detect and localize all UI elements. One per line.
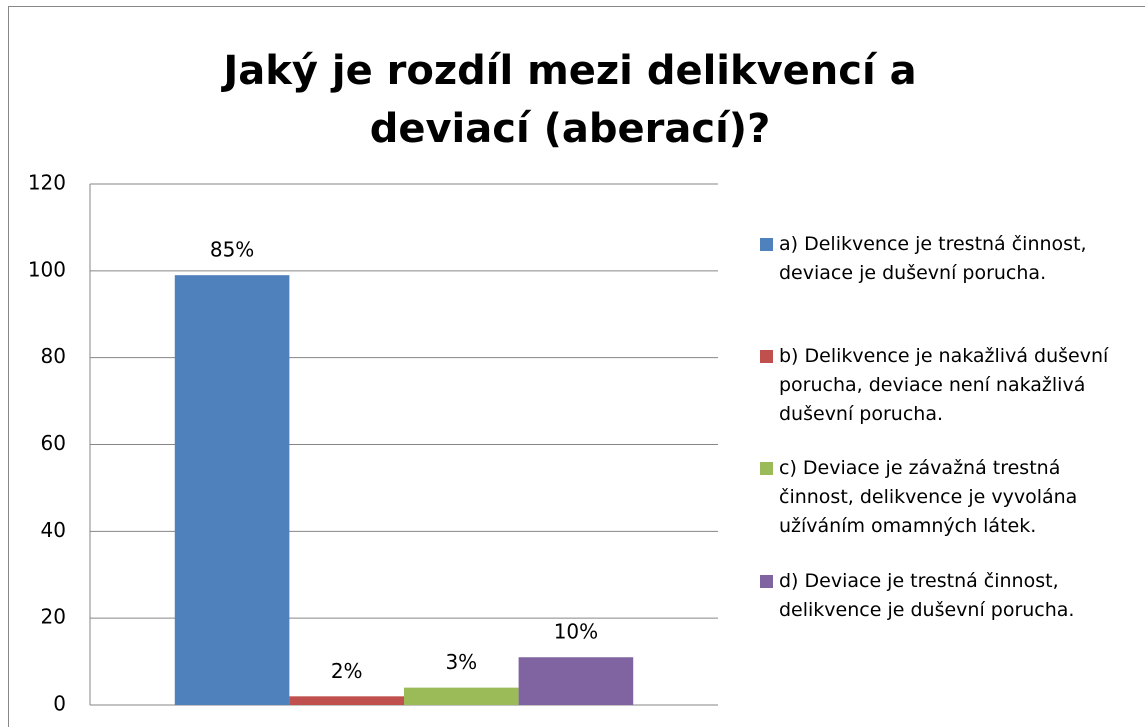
y-tick-label: 20 <box>41 605 66 629</box>
legend-label: b) Delikvence je nakažlivá duševní poruc… <box>779 345 1109 425</box>
legend-swatch <box>760 575 773 588</box>
chart-title: Jaký je rozdíl mezi delikvencí a deviací… <box>223 48 917 152</box>
data-label: 10% <box>554 620 598 644</box>
legend-label: d) Deviace je trestná činnost, delikvenc… <box>779 570 1075 621</box>
legend-swatch <box>760 350 773 363</box>
legend-entry: a) Delikvence je trestná činnost, deviac… <box>760 230 1130 288</box>
legend-swatch <box>760 238 773 251</box>
legend-entry: b) Delikvence je nakažlivá duševní poruc… <box>760 342 1130 429</box>
bar <box>518 657 634 705</box>
y-tick-label: 60 <box>41 431 66 455</box>
legend-swatch <box>760 462 773 475</box>
legend-entry: d) Deviace je trestná činnost, delikvenc… <box>760 567 1130 625</box>
data-label: 3% <box>445 650 477 674</box>
bar <box>404 687 519 705</box>
legend-label: c) Deviace je závažná trestná činnost, d… <box>779 457 1078 537</box>
legend-label: a) Delikvence je trestná činnost, deviac… <box>779 233 1087 284</box>
bar <box>174 275 290 705</box>
y-tick-label: 80 <box>41 344 66 368</box>
y-tick-label: 100 <box>28 257 66 281</box>
data-label: 2% <box>331 659 363 683</box>
legend-entry: c) Deviace je závažná trestná činnost, d… <box>760 454 1130 541</box>
y-tick-label: 40 <box>41 518 66 542</box>
chart-border <box>8 6 1145 727</box>
y-tick-label: 120 <box>28 171 66 195</box>
data-label: 85% <box>210 238 254 262</box>
bar <box>289 696 404 705</box>
y-tick-label: 0 <box>53 692 66 716</box>
